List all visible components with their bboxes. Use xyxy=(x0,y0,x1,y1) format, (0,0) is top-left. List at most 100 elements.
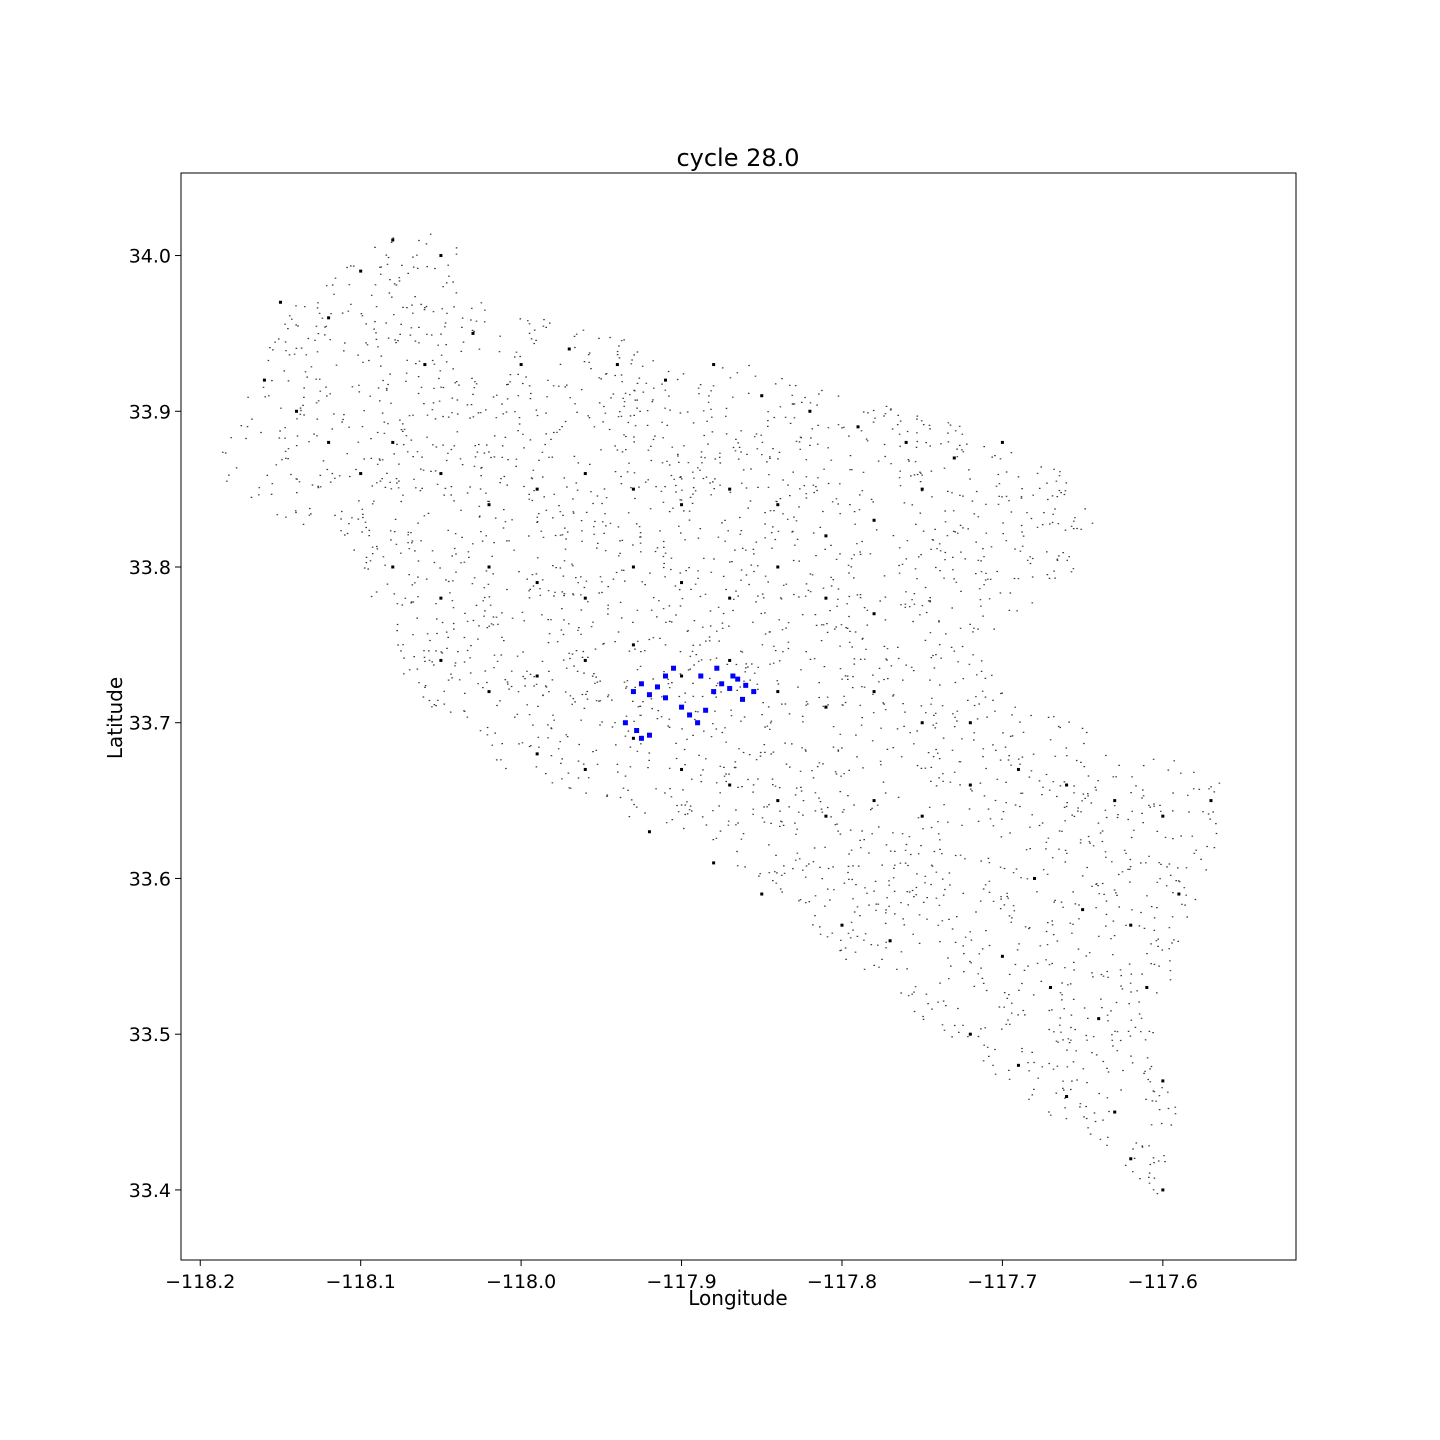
highlight-point xyxy=(679,704,685,710)
building-point xyxy=(760,394,764,398)
building-point xyxy=(1097,1017,1101,1021)
building-point xyxy=(968,783,972,787)
highlight-point xyxy=(630,689,636,695)
building-point xyxy=(888,939,892,943)
highlight-point xyxy=(622,720,628,726)
highlight-point xyxy=(730,673,736,679)
highlight-point xyxy=(735,676,741,682)
building-point xyxy=(712,861,716,865)
building-point xyxy=(776,799,780,803)
highlight-point xyxy=(711,689,717,695)
building-point xyxy=(1161,814,1165,818)
x-tick-label: −118.0 xyxy=(486,1271,556,1293)
building-point xyxy=(583,472,587,476)
highlight-point xyxy=(751,689,757,695)
y-axis-ticks: 33.4 33.5 33.6 33.7 33.8 33.9 34.0 xyxy=(129,246,181,1202)
highlight-point xyxy=(719,681,725,687)
y-tick-label: 33.4 xyxy=(129,1180,171,1202)
building-point xyxy=(583,767,587,771)
building-point xyxy=(808,409,812,413)
highlight-point xyxy=(663,673,669,679)
x-tick-label: −118.1 xyxy=(326,1271,396,1293)
building-point xyxy=(647,830,651,834)
highlight-point xyxy=(727,685,733,691)
building-point xyxy=(904,440,908,444)
building-point xyxy=(439,658,443,662)
building-point xyxy=(327,316,331,320)
building-point xyxy=(760,892,764,896)
building-point xyxy=(1129,1157,1133,1161)
x-tick-label: −117.9 xyxy=(646,1271,716,1293)
building-point xyxy=(824,596,828,600)
building-point xyxy=(728,783,732,787)
building-point xyxy=(824,534,828,538)
highlight-point xyxy=(740,696,746,702)
building-point xyxy=(872,612,876,616)
building-point xyxy=(680,581,684,585)
building-point xyxy=(439,596,443,600)
building-point xyxy=(1209,799,1213,803)
building-point xyxy=(664,378,668,382)
building-point xyxy=(712,363,716,367)
y-axis-label: Latitude xyxy=(103,677,127,759)
building-point xyxy=(1000,954,1004,958)
building-point xyxy=(359,472,363,476)
highlight-point xyxy=(646,732,652,738)
building-point xyxy=(1113,1110,1117,1114)
x-tick-label: −117.6 xyxy=(1128,1271,1198,1293)
building-point xyxy=(631,643,635,647)
building-point xyxy=(487,503,491,507)
highlight-point xyxy=(703,707,709,713)
highlight-point xyxy=(663,695,669,701)
x-tick-label: −117.7 xyxy=(967,1271,1037,1293)
building-point xyxy=(583,596,587,600)
building-point xyxy=(423,363,427,367)
highlight-point xyxy=(714,665,720,671)
building-point xyxy=(680,674,684,678)
building-point xyxy=(680,503,684,507)
highlight-point xyxy=(695,720,701,726)
building-point xyxy=(872,799,876,803)
highlight-point xyxy=(671,665,677,671)
y-tick-label: 33.8 xyxy=(129,557,171,579)
y-tick-label: 33.7 xyxy=(129,713,171,735)
x-tick-label: −117.8 xyxy=(807,1271,877,1293)
building-point xyxy=(327,440,331,444)
chart-title: cycle 28.0 xyxy=(676,144,799,172)
building-point xyxy=(856,425,860,429)
highlight-point xyxy=(638,735,644,741)
building-point xyxy=(535,487,539,491)
building-point xyxy=(487,690,491,694)
building-point xyxy=(1145,985,1149,989)
building-point xyxy=(872,690,876,694)
building-point xyxy=(1065,783,1069,787)
building-point xyxy=(824,814,828,818)
x-axis-ticks: −118.2 −118.1 −118.0 −117.9 −117.8 −117.7 −117… xyxy=(165,1260,1198,1293)
building-point xyxy=(920,814,924,818)
highlight-point xyxy=(687,712,693,718)
building-point xyxy=(1129,923,1133,927)
highlight-point xyxy=(743,682,749,688)
building-point xyxy=(391,565,395,569)
building-point xyxy=(535,752,539,756)
building-point xyxy=(391,238,395,242)
building-point xyxy=(631,736,635,740)
building-point xyxy=(776,690,780,694)
building-point xyxy=(968,1032,972,1036)
building-point xyxy=(1113,799,1117,803)
building-point xyxy=(1016,767,1020,771)
building-point xyxy=(1065,1094,1069,1098)
building-point xyxy=(776,565,780,569)
building-point xyxy=(952,456,956,460)
building-point xyxy=(535,581,539,585)
building-point xyxy=(471,331,475,335)
building-point xyxy=(1049,985,1053,989)
highlight-point xyxy=(634,728,640,734)
x-axis-label: Longitude xyxy=(688,1286,787,1310)
building-point xyxy=(583,658,587,662)
building-point xyxy=(359,269,363,273)
building-point xyxy=(567,347,571,351)
building-point xyxy=(728,596,732,600)
highlight-point xyxy=(646,692,652,698)
